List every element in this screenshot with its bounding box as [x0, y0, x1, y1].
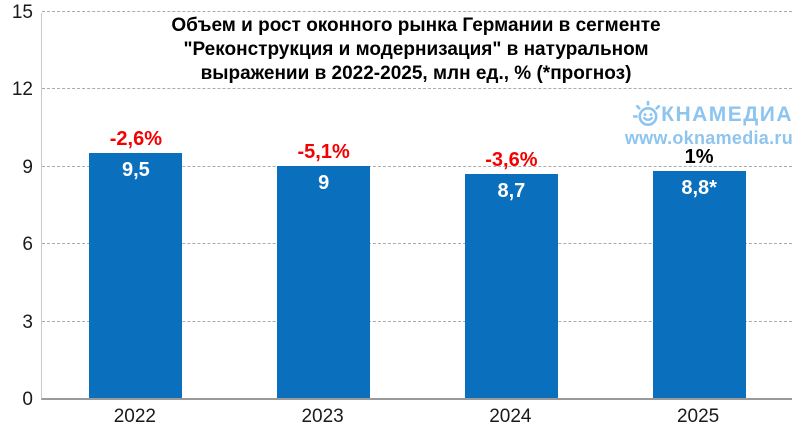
- growth-label-2023: -5,1%: [297, 140, 350, 163]
- chart-title-line-1: Объем и рост оконного рынка Германии в с…: [171, 15, 661, 36]
- bar-2022: 9,5: [89, 152, 183, 398]
- y-tick-label-12: 12: [11, 79, 33, 101]
- growth-label-2024: -3,6%: [485, 148, 538, 171]
- chart-title-line-3: выражении в 2022-2025, млн ед., % (*прог…: [200, 63, 632, 84]
- x-tick-label-2022: 2022: [113, 406, 157, 427]
- y-tick-label-9: 9: [22, 156, 33, 178]
- growth-label-2022: -2,6%: [109, 127, 162, 150]
- gridline-y-3: [42, 320, 792, 322]
- plot-area: 9,5 -2,6% 9 -5,1% 8,7 -3,6% 8,8* 1%: [41, 11, 792, 400]
- growth-label-2025: 1%: [684, 145, 714, 168]
- bar-value-label-2024: 8,7: [497, 179, 526, 202]
- y-tick-label-0: 0: [22, 389, 33, 410]
- gridline-y-15: [42, 11, 792, 12]
- x-axis: 2022 2023 2024 2025: [41, 406, 792, 432]
- y-tick-label-3: 3: [22, 311, 33, 333]
- sun-smiley-icon: [633, 101, 661, 128]
- brand-logo-text: КНАМЕДИА: [661, 102, 793, 126]
- bar-value-label-2023: 9: [318, 171, 330, 194]
- bar-value-label-2022: 9,5: [121, 158, 150, 181]
- y-tick-label-15: 15: [11, 2, 33, 23]
- gridline-y-12: [42, 88, 792, 90]
- brand-block: КНАМЕДИА www.oknamedia.ru: [625, 101, 793, 148]
- bar-2023: 9: [277, 165, 371, 398]
- chart-title: Объем и рост оконного рынка Германии в с…: [118, 14, 714, 86]
- y-tick-label-6: 6: [22, 234, 33, 256]
- chart-title-line-2: "Реконструкция и модернизация" в натурал…: [183, 39, 649, 60]
- brand-logo: КНАМЕДИА: [625, 101, 793, 128]
- x-tick-label-2023: 2023: [301, 406, 344, 427]
- bar-2025: 8,8*: [652, 170, 746, 398]
- x-tick-label-2024: 2024: [489, 406, 532, 427]
- y-axis: 0 3 6 9 12 15: [0, 2, 33, 410]
- gridline-y-6: [42, 243, 792, 245]
- x-tick-label-2025: 2025: [676, 406, 720, 427]
- bar-value-label-2025: 8,8*: [681, 176, 717, 199]
- gridline-y-9: [42, 165, 792, 167]
- brand-url: www.oknamedia.ru: [624, 128, 793, 148]
- bar-2024: 8,7: [464, 173, 558, 398]
